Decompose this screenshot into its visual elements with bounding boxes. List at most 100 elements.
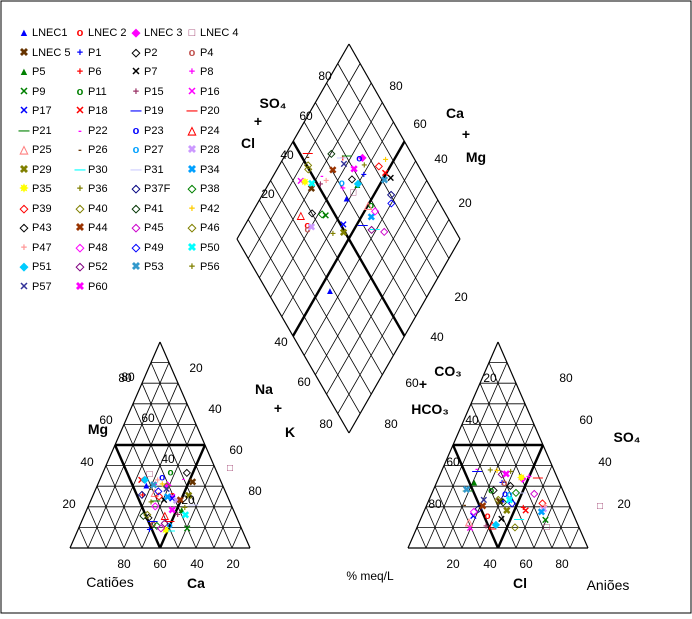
data-point: ✖ bbox=[172, 496, 180, 507]
data-point: ◆ bbox=[491, 519, 500, 530]
anion-gridline bbox=[533, 486, 562, 549]
legend-item: + P6 bbox=[74, 65, 102, 79]
legend-item: ◇ P40 bbox=[74, 202, 108, 216]
data-point: + bbox=[520, 503, 526, 514]
legend-label: P29 bbox=[32, 163, 52, 176]
legend-label: P5 bbox=[32, 66, 46, 78]
legend-label: P53 bbox=[144, 261, 164, 273]
legend-marker: □ bbox=[188, 27, 196, 39]
anion-tick-right: 20 bbox=[617, 497, 631, 511]
data-point: ✕ bbox=[168, 492, 176, 503]
legend-item: + P15 bbox=[130, 85, 164, 99]
data-point: ✖ bbox=[329, 166, 337, 177]
diamond-tick-lr: 20 bbox=[454, 290, 468, 304]
data-point: △ bbox=[464, 517, 473, 528]
data-point: ✸ bbox=[300, 177, 310, 188]
data-point: ▲ bbox=[177, 505, 187, 516]
data-point: — bbox=[516, 487, 526, 498]
data-point: ◇ bbox=[327, 148, 336, 159]
legend-item: ◇ P46 bbox=[186, 221, 220, 235]
legend-item: ✖ P29 bbox=[18, 163, 52, 177]
legend-marker: + bbox=[76, 66, 84, 78]
data-point: ◇ bbox=[317, 209, 326, 220]
legend-item: o P27 bbox=[130, 143, 164, 157]
data-point: + bbox=[361, 170, 367, 181]
data-point: ✖ bbox=[503, 506, 511, 517]
legend-item: ▲ P5 bbox=[18, 65, 46, 79]
axis-label-hco3: HCO₃ bbox=[411, 401, 449, 417]
data-point: — bbox=[150, 495, 160, 506]
axis-label-plus-anion: + bbox=[419, 376, 427, 392]
data-point: ✕ bbox=[296, 177, 304, 188]
data-point: o bbox=[501, 478, 507, 489]
legend-marker: + bbox=[76, 183, 84, 195]
data-point: ✕ bbox=[321, 211, 329, 222]
data-point: □ bbox=[147, 469, 153, 480]
legend-marker: ◇ bbox=[131, 183, 141, 195]
legend-marker: ◇ bbox=[131, 46, 141, 59]
legend-label: P8 bbox=[200, 66, 214, 78]
data-point: o bbox=[506, 489, 512, 500]
data-point: + bbox=[340, 183, 346, 194]
cation-gridline bbox=[96, 486, 125, 549]
diamond-tick-ll: 80 bbox=[319, 417, 333, 431]
legend-item: ✕ P57 bbox=[18, 280, 51, 294]
legend-item: - P26 bbox=[74, 143, 107, 157]
data-point: ✕ bbox=[339, 220, 347, 231]
legend-label: P51 bbox=[32, 261, 52, 273]
diamond-tick-ur: 60 bbox=[413, 117, 427, 131]
cation-gridline bbox=[141, 383, 215, 549]
data-point: — bbox=[342, 150, 352, 161]
legend-item: — P30 bbox=[74, 163, 108, 177]
legend-item: □ LNEC 4 bbox=[186, 26, 239, 40]
data-point: + bbox=[148, 498, 154, 509]
cation-gridline bbox=[87, 506, 107, 549]
data-point: ◆ bbox=[140, 474, 149, 485]
data-point: ✖ bbox=[307, 222, 315, 233]
data-point: ✖ bbox=[163, 493, 171, 504]
anion-gridline bbox=[569, 527, 580, 549]
legend-item: ✖ P50 bbox=[186, 241, 219, 255]
legend-item: ◇ P38 bbox=[186, 182, 220, 196]
data-point: ✖ bbox=[149, 481, 157, 492]
data-point: + bbox=[361, 160, 367, 171]
legend-item: o P4 bbox=[186, 46, 214, 60]
data-point: □ bbox=[543, 522, 549, 533]
anion-gridline bbox=[479, 383, 553, 549]
diamond-tick-ul: 40 bbox=[280, 148, 294, 162]
diamond-bold bbox=[291, 140, 406, 337]
legend-label: P19 bbox=[144, 105, 164, 117]
data-point: ✖ bbox=[188, 477, 196, 488]
data-point: ◇ bbox=[489, 485, 498, 496]
cation-bold bbox=[113, 444, 162, 549]
data-point: ✕ bbox=[340, 159, 348, 170]
legend-marker: ✖ bbox=[131, 261, 141, 273]
data-point: ✕ bbox=[469, 512, 477, 523]
data-point: o bbox=[356, 153, 362, 164]
legend-label: P34 bbox=[200, 163, 220, 176]
data-point: △ bbox=[160, 510, 169, 521]
data-point: + bbox=[494, 466, 500, 477]
legend-marker: + bbox=[20, 241, 28, 254]
data-point: ◇ bbox=[162, 481, 171, 492]
legend-label: LNEC 4 bbox=[200, 27, 239, 39]
legend-marker: o bbox=[188, 46, 196, 59]
data-point: ✖ bbox=[496, 497, 504, 508]
legend-marker: + bbox=[132, 85, 140, 98]
legend-item: — P19 bbox=[130, 104, 164, 118]
legend-label: P2 bbox=[144, 46, 158, 59]
diamond-tick-ul: 60 bbox=[299, 109, 313, 123]
diamond-tick-ll: 40 bbox=[274, 335, 288, 349]
legend-item: + P56 bbox=[186, 260, 220, 274]
data-point: ◇ bbox=[498, 497, 507, 508]
legend-marker: ◇ bbox=[131, 241, 141, 254]
diamond-label-cl: Cl bbox=[241, 135, 255, 151]
data-point: ✖ bbox=[367, 213, 375, 224]
data-point: ▲ bbox=[352, 180, 362, 191]
legend-label: P25 bbox=[32, 144, 52, 156]
legend-item: + P1 bbox=[74, 46, 102, 60]
legend-marker: ◇ bbox=[187, 222, 197, 234]
cation-tick-bottom: 80 bbox=[117, 557, 131, 571]
data-point: △ bbox=[363, 200, 372, 211]
legend-marker: ◇ bbox=[19, 222, 29, 234]
